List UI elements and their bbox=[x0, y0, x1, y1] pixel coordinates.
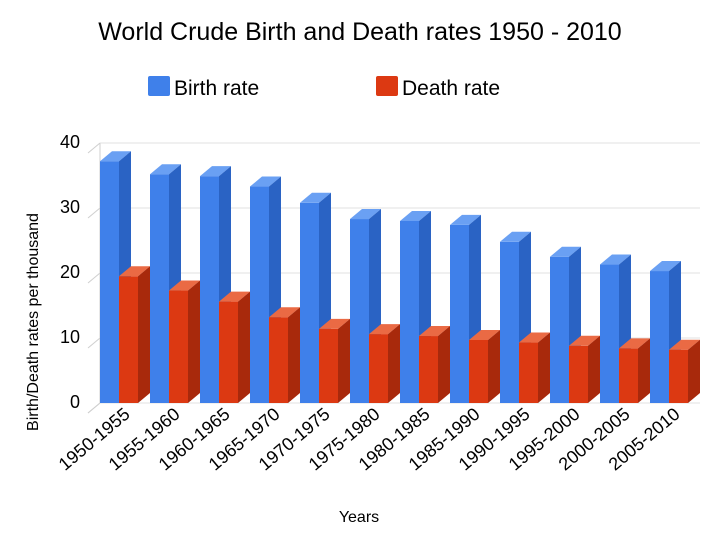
bar-top bbox=[400, 211, 431, 221]
gridline-side-30 bbox=[87, 207, 101, 219]
bar-top bbox=[669, 339, 700, 350]
bar-front bbox=[119, 276, 138, 403]
bar-death-rate-1955-1960 bbox=[169, 280, 200, 403]
bar-death-rate-1975-1980 bbox=[369, 324, 400, 403]
bar-side bbox=[288, 307, 300, 403]
legend-swatch-birth-rate bbox=[148, 76, 170, 96]
bar-front bbox=[500, 241, 519, 403]
bar-death-rate-1980-1985 bbox=[419, 326, 450, 403]
legend: Birth rate Death rate bbox=[148, 76, 500, 100]
bar-front bbox=[550, 256, 569, 403]
bar-top bbox=[269, 307, 300, 318]
bar-front bbox=[400, 221, 419, 403]
bar-front bbox=[519, 342, 538, 403]
bar-top bbox=[350, 209, 381, 220]
bar-top bbox=[469, 329, 500, 340]
bar-side bbox=[438, 326, 450, 403]
bar-death-rate-1950-1955 bbox=[119, 266, 150, 403]
bar-death-rate-1960-1965 bbox=[219, 291, 250, 403]
bar-top bbox=[550, 246, 581, 257]
bar-front bbox=[350, 219, 369, 403]
bar-death-rate-1970-1975 bbox=[319, 318, 350, 403]
y-axis-ticks: 0 10 20 30 40 bbox=[60, 132, 80, 412]
bar-top bbox=[650, 261, 681, 272]
bar-top bbox=[600, 254, 631, 265]
gridline-side-40 bbox=[87, 142, 101, 154]
y-tick-label-40: 40 bbox=[60, 132, 80, 152]
bar-top bbox=[369, 324, 400, 335]
bar-front bbox=[369, 334, 388, 403]
bar-top bbox=[250, 176, 281, 187]
bar-front bbox=[169, 290, 188, 403]
bar-front bbox=[619, 348, 638, 403]
bar-top bbox=[619, 338, 650, 349]
bar-death-rate-1965-1970 bbox=[269, 307, 300, 403]
gridline-side-0 bbox=[87, 402, 101, 414]
bar-side bbox=[238, 291, 250, 403]
bar-side bbox=[688, 339, 700, 403]
bar-front bbox=[669, 349, 688, 403]
legend-label-birth-rate: Birth rate bbox=[174, 77, 259, 100]
chart-title: World Crude Birth and Death rates 1950 -… bbox=[98, 18, 621, 46]
legend-label-death-rate: Death rate bbox=[402, 77, 500, 100]
bar-top bbox=[300, 192, 331, 203]
bar-top bbox=[519, 332, 550, 343]
bar-top bbox=[419, 326, 450, 337]
bar-top bbox=[150, 164, 181, 175]
y-tick-label-30: 30 bbox=[60, 197, 80, 217]
bar-front bbox=[600, 264, 619, 403]
bar-death-rate-1990-1995 bbox=[519, 332, 550, 403]
legend-swatch-death-rate bbox=[376, 76, 398, 96]
bar-top bbox=[100, 151, 131, 162]
bars bbox=[100, 151, 700, 403]
bar-side bbox=[538, 332, 550, 403]
bar-side bbox=[338, 318, 350, 403]
bar-front bbox=[150, 174, 169, 403]
bar-top bbox=[219, 291, 250, 302]
bar-side bbox=[588, 335, 600, 403]
bar-front bbox=[300, 202, 319, 403]
bar-side bbox=[638, 338, 650, 403]
bar-top bbox=[569, 335, 600, 346]
x-axis-ticks: 1950-19551955-19601960-19651965-19701970… bbox=[55, 404, 684, 475]
bar-death-rate-1985-1990 bbox=[469, 329, 500, 403]
gridline-side-10 bbox=[87, 337, 101, 349]
bar-front bbox=[569, 345, 588, 403]
bar-front bbox=[100, 161, 119, 403]
y-tick-label-0: 0 bbox=[70, 392, 80, 412]
x-axis-label: Years bbox=[339, 509, 379, 526]
bar-side bbox=[488, 329, 500, 403]
bar-death-rate-1995-2000 bbox=[569, 335, 600, 403]
bar-top bbox=[500, 231, 531, 242]
bar-front bbox=[469, 339, 488, 403]
bar-front bbox=[219, 301, 238, 403]
bar-side bbox=[138, 266, 150, 403]
bar-top bbox=[319, 318, 350, 329]
bar-top bbox=[169, 280, 200, 291]
y-axis-label: Birth/Death rates per thousand bbox=[25, 213, 42, 431]
bar-death-rate-2005-2010 bbox=[669, 339, 700, 403]
bar-front bbox=[250, 186, 269, 403]
bar-front bbox=[269, 317, 288, 403]
bar-side bbox=[188, 280, 200, 403]
bar-top bbox=[450, 214, 481, 225]
y-tick-label-10: 10 bbox=[60, 327, 80, 347]
bar-front bbox=[450, 224, 469, 403]
bar-top bbox=[200, 166, 231, 177]
bar-death-rate-2000-2005 bbox=[619, 338, 650, 403]
bar-birth-rate-1955-1960 bbox=[150, 164, 181, 403]
bar-side bbox=[388, 324, 400, 403]
bar-top bbox=[119, 266, 150, 277]
gridline-side-20 bbox=[87, 272, 101, 284]
y-tick-label-20: 20 bbox=[60, 262, 80, 282]
bar-front bbox=[419, 336, 438, 403]
bar-front bbox=[200, 176, 219, 403]
bar-front bbox=[650, 271, 669, 403]
bar-front bbox=[319, 328, 338, 403]
